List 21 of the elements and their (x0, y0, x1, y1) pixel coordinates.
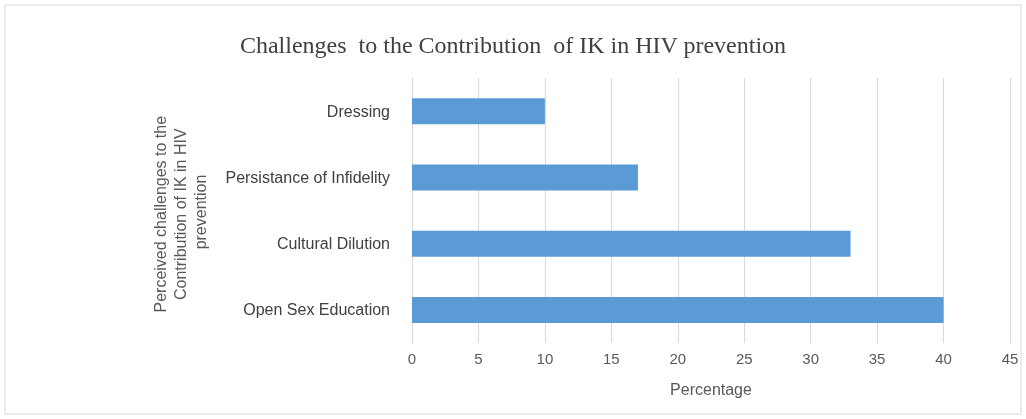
x-tick-label: 15 (602, 350, 620, 367)
x-tick-label: 25 (735, 350, 753, 367)
y-tick-label: Dressing (326, 102, 390, 120)
x-tick-label: 30 (802, 350, 820, 367)
bar (412, 164, 638, 191)
y-tick-label: Persistance of Infidelity (225, 168, 390, 186)
x-tick-label: 0 (407, 350, 417, 367)
chart-title: Challenges to the Contribution of IK in HIV prevention (239, 32, 787, 58)
x-axis-title: Percentage (670, 380, 753, 398)
bar (412, 230, 851, 257)
bar (412, 296, 944, 323)
x-tick-label: 20 (669, 350, 687, 367)
bar (412, 98, 545, 125)
x-tick-label: 40 (935, 350, 952, 367)
y-axis-title: Perceived challenges to the Contribution of IK in HIV prevention (151, 111, 209, 313)
y-tick-label: Open Sex Education (243, 301, 390, 319)
y-tick-label: Cultural Dilution (277, 235, 390, 253)
x-tick-label: 35 (868, 350, 886, 367)
x-tick-label: 5 (474, 350, 483, 367)
x-tick-label: 10 (536, 350, 554, 367)
x-tick-label: 45 (1001, 350, 1019, 367)
